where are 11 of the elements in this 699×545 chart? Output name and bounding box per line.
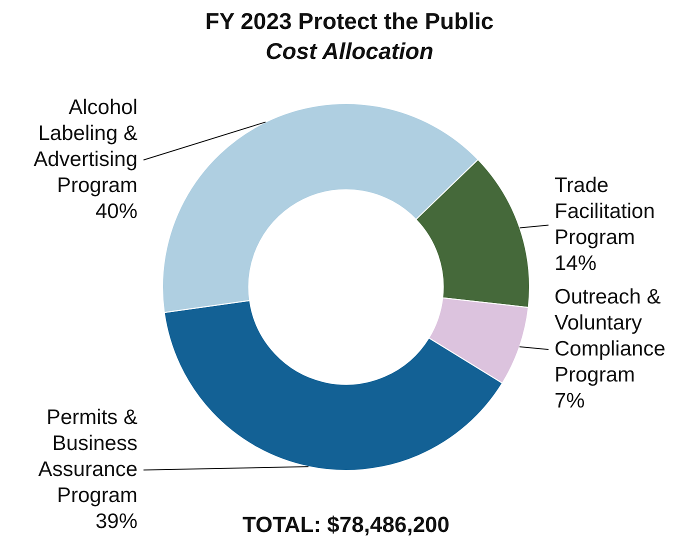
slice-label: Permits & Business Assurance Program: [38, 406, 138, 507]
chart-title: FY 2023 Protect the Public: [204, 7, 495, 36]
text: TOTAL: $78,486,200: [241, 512, 451, 538]
data-label: 7%: [554, 389, 585, 412]
chart-subtitle: Cost Allocation: [264, 37, 434, 66]
slice-label: Alcohol Labeling & Advertising Program: [34, 96, 138, 197]
slice-label: Trade Facilitation Program: [554, 174, 655, 249]
data-label: 40%: [95, 200, 138, 223]
data-label: 14%: [554, 252, 597, 275]
slice-label: Outreach & Voluntary Compliance Program: [554, 285, 666, 386]
data-label: 39%: [95, 510, 138, 533]
